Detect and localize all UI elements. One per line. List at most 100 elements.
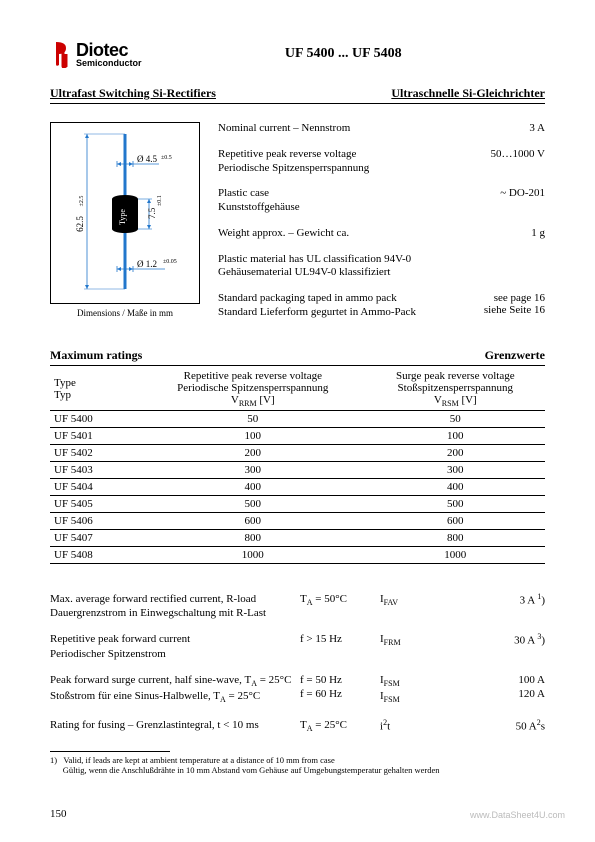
cell-type: UF 5404 — [50, 478, 140, 495]
footnote: 1) Valid, if leads are kept at ambient t… — [50, 755, 545, 776]
ratings-header-left: Maximum ratings — [50, 348, 142, 363]
subheader: Ultrafast Switching Si-Rectifiers Ultras… — [50, 86, 545, 104]
spec2-val: 100 A120 A — [440, 673, 545, 706]
logo: Diotec Semiconductor — [50, 40, 142, 68]
page-header: Diotec Semiconductor UF 5400 ... UF 5408 — [50, 40, 545, 68]
svg-text:±0.5: ±0.5 — [161, 155, 172, 161]
spec2-desc: Peak forward surge current, half sine-wa… — [50, 673, 300, 706]
spec2-row: Peak forward surge current, half sine-wa… — [50, 673, 545, 706]
ratings-header-right: Grenzwerte — [485, 348, 545, 363]
diagram-container: Type Ø 4.5 ±0.5 62.5 ±2.5 — [50, 122, 200, 320]
spec-label: Repetitive peak reverse voltagePeriodisc… — [218, 148, 369, 176]
spec-label: Plastic caseKunststoffgehäuse — [218, 187, 300, 215]
spec2-desc: Max. average forward rectified current, … — [50, 592, 300, 621]
spec2-sym: i2t — [380, 718, 440, 735]
col-vrsm-en: Surge peak reverse voltage — [396, 370, 515, 382]
col-vrrm-de: Periodische Spitzensperrspannung — [177, 382, 328, 394]
cell-vrsm: 400 — [366, 478, 545, 495]
ratings-header: Maximum ratings Grenzwerte — [50, 348, 545, 366]
cell-vrrm: 100 — [140, 427, 366, 444]
cell-vrsm: 500 — [366, 495, 545, 512]
spec-row: Nominal current – Nennstrom3 A — [218, 122, 545, 136]
svg-text:Ø 1.2: Ø 1.2 — [137, 259, 157, 269]
cell-vrsm: 100 — [366, 427, 545, 444]
page-number: 150 — [50, 808, 67, 820]
cell-type: UF 5401 — [50, 427, 140, 444]
ratings-table: Type Typ Repetitive peak reverse voltage… — [50, 368, 545, 564]
table-row: UF 5407 800 800 — [50, 529, 545, 546]
cell-type: UF 5403 — [50, 461, 140, 478]
svg-text:62.5: 62.5 — [75, 216, 85, 232]
spec-value: 3 A — [529, 122, 545, 136]
cell-type: UF 5405 — [50, 495, 140, 512]
secondary-specs: Max. average forward rectified current, … — [50, 592, 545, 735]
dimension-diagram: Type Ø 4.5 ±0.5 62.5 ±2.5 — [50, 122, 200, 304]
spec2-sym: IFSMIFSM — [380, 673, 440, 706]
svg-text:±0.1: ±0.1 — [157, 195, 163, 206]
spec-label: Weight approx. – Gewicht ca. — [218, 227, 349, 241]
table-row: UF 5404 400 400 — [50, 478, 545, 495]
spec-row: Weight approx. – Gewicht ca. 1 g — [218, 227, 545, 241]
spec-rows: Nominal current – Nennstrom3 A Repetitive… — [218, 122, 545, 320]
svg-text:±0.05: ±0.05 — [163, 259, 177, 265]
cell-type: UF 5408 — [50, 546, 140, 563]
cell-vrsm: 1000 — [366, 546, 545, 563]
spec-value: 1 g — [531, 227, 545, 241]
diotec-logo-icon — [50, 40, 72, 68]
table-row: UF 5401 100 100 — [50, 427, 545, 444]
spec2-desc: Repetitive peak forward currentPeriodisc… — [50, 632, 300, 661]
spec-row: Repetitive peak reverse voltagePeriodisc… — [218, 148, 545, 176]
subheader-left: Ultrafast Switching Si-Rectifiers — [50, 86, 216, 101]
watermark: www.DataSheet4U.com — [470, 810, 565, 820]
spec2-cond: TA = 25°C — [300, 718, 380, 735]
spec2-row: Repetitive peak forward currentPeriodisc… — [50, 632, 545, 661]
cell-vrsm: 600 — [366, 512, 545, 529]
spec-label: Plastic material has UL classification 9… — [218, 253, 411, 281]
cell-vrsm: 300 — [366, 461, 545, 478]
svg-text:±2.5: ±2.5 — [79, 196, 85, 207]
col-type-en: Type — [54, 377, 76, 389]
subheader-right: Ultraschnelle Si-Gleichrichter — [391, 86, 545, 101]
footnote-de: Gültig, wenn die Anschlußdrähte in 10 mm… — [63, 765, 440, 775]
spec2-row: Max. average forward rectified current, … — [50, 592, 545, 621]
spec2-desc: Rating for fusing – Grenzlastintegral, t… — [50, 718, 300, 735]
cell-vrsm: 200 — [366, 444, 545, 461]
spec-row: Plastic caseKunststoffgehäuse~ DO-201 — [218, 187, 545, 215]
footnote-en: Valid, if leads are kept at ambient temp… — [63, 755, 334, 765]
diagram-caption: Dimensions / Maße in mm — [50, 308, 200, 318]
footnote-rule — [50, 751, 170, 752]
cell-vrrm: 500 — [140, 495, 366, 512]
col-vrrm-sym: VRRM [V] — [231, 394, 275, 406]
table-row: UF 5403 300 300 — [50, 461, 545, 478]
table-row: UF 5400 50 50 — [50, 410, 545, 427]
table-row: UF 5402 200 200 — [50, 444, 545, 461]
cell-type: UF 5406 — [50, 512, 140, 529]
table-row: UF 5405 500 500 — [50, 495, 545, 512]
cell-vrrm: 1000 — [140, 546, 366, 563]
cell-vrrm: 50 — [140, 410, 366, 427]
cell-vrrm: 200 — [140, 444, 366, 461]
spec2-val: 50 A2s — [440, 718, 545, 735]
cell-vrrm: 600 — [140, 512, 366, 529]
cell-type: UF 5407 — [50, 529, 140, 546]
cell-vrrm: 400 — [140, 478, 366, 495]
spec-section: Type Ø 4.5 ±0.5 62.5 ±2.5 — [50, 122, 545, 320]
spec2-sym: IFAV — [380, 592, 440, 621]
col-vrsm-sym: VRSM [V] — [434, 394, 477, 406]
cell-vrsm: 50 — [366, 410, 545, 427]
spec2-cond: f = 50 Hzf = 60 Hz — [300, 673, 380, 706]
spec2-cond: TA = 50°C — [300, 592, 380, 621]
spec2-sym: IFRM — [380, 632, 440, 661]
table-row: UF 5408 1000 1000 — [50, 546, 545, 563]
spec-label: Standard packaging taped in ammo packSta… — [218, 292, 416, 320]
col-vrrm-en: Repetitive peak reverse voltage — [184, 370, 322, 382]
svg-text:7.5: 7.5 — [147, 207, 157, 219]
col-vrsm-de: Stoßspitzensperrspannung — [398, 382, 513, 394]
page-title: UF 5400 ... UF 5408 — [142, 46, 545, 62]
diagram-body-label: Type — [118, 209, 127, 225]
spec2-val: 3 A 1) — [440, 592, 545, 621]
table-row: UF 5406 600 600 — [50, 512, 545, 529]
cell-vrsm: 800 — [366, 529, 545, 546]
logo-text: Diotec Semiconductor — [76, 41, 142, 68]
svg-text:Ø 4.5: Ø 4.5 — [137, 154, 157, 164]
